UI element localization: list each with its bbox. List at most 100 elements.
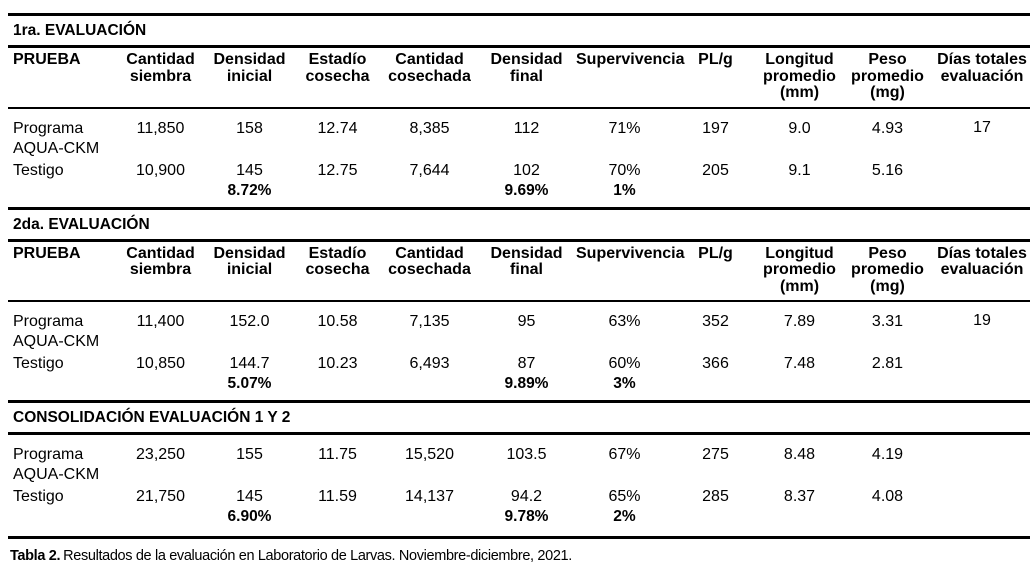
column-header-densidad-inicial: Densidad inicial xyxy=(206,46,293,109)
column-header-cantidad-cosechada: Cantidad cosechada xyxy=(382,240,477,302)
value-cell: 10.23 xyxy=(317,355,358,372)
value-cell: 5.16 xyxy=(871,161,904,179)
value-cell: 12.74 xyxy=(317,119,358,137)
section-title: 1ra. EVALUACIÓN xyxy=(8,13,1031,48)
results-table: 1ra. EVALUACIÓN PRUEBA Cantidad siembra D… xyxy=(8,13,1031,539)
column-header-cantidad-cosechada: Cantidad cosechada xyxy=(382,46,477,109)
row-label: Programa xyxy=(13,119,84,137)
row-label-line2: AQUA-CKM xyxy=(13,139,100,157)
column-header-densidad-final: Densidad final xyxy=(477,46,576,109)
diff-densidad-final: 9.69% xyxy=(477,179,576,210)
days-total-cell: 19 xyxy=(973,312,991,329)
column-header-dias-totales: Días totales evaluación xyxy=(934,46,1031,109)
value-cell: 10,900 xyxy=(136,161,185,179)
value-cell: 14,137 xyxy=(405,488,454,505)
section-title: 2da. EVALUACIÓN xyxy=(8,208,1031,242)
section-1: 1ra. EVALUACIÓN xyxy=(8,13,1031,48)
value-cell: 352 xyxy=(702,313,729,330)
column-header-densidad-final: Densidad final xyxy=(477,240,576,302)
row-label: Testigo xyxy=(13,488,64,505)
days-total-cell: 17 xyxy=(973,118,991,136)
column-header-cantidad-siembra: Cantidad siembra xyxy=(115,46,206,109)
value-cell: 11.59 xyxy=(318,488,357,505)
diff-supervivencia: 2% xyxy=(576,506,673,539)
value-cell: 8.48 xyxy=(783,446,816,463)
value-cell: 95 xyxy=(517,313,536,330)
value-cell: 103.5 xyxy=(506,446,547,463)
column-header-dias-totales: Días totales evaluación xyxy=(934,240,1031,302)
value-cell: 8.37 xyxy=(783,488,816,505)
diff-densidad-final: 9.78% xyxy=(477,506,576,539)
value-cell: 9.1 xyxy=(788,161,811,179)
table-row: AQUA-CKM xyxy=(8,138,1030,158)
difference-row: 5.07% 9.89% 3% xyxy=(8,373,1031,403)
column-header-cantidad-siembra: Cantidad siembra xyxy=(115,240,206,302)
table-caption: Tabla 2. Resultados de la evaluación en L… xyxy=(10,547,1034,565)
column-header-supervivencia: Supervivencia xyxy=(576,46,685,109)
section-3: CONSOLIDACIÓN EVALUACIÓN 1 Y 2 xyxy=(8,401,1031,435)
row-label: Programa xyxy=(13,313,84,330)
column-header-plg: PL/g xyxy=(673,46,758,109)
value-cell: 155 xyxy=(236,446,263,463)
value-cell: 2.81 xyxy=(871,355,904,372)
header-row: PRUEBA Cantidad siembra Densidad inicial E… xyxy=(8,240,1031,302)
value-cell: 71% xyxy=(608,119,641,137)
diff-supervivencia: 3% xyxy=(576,373,673,403)
value-cell: 144.7 xyxy=(229,355,270,372)
value-cell: 112 xyxy=(513,119,540,137)
section-title: CONSOLIDACIÓN EVALUACIÓN 1 Y 2 xyxy=(8,401,1031,435)
column-header-prueba: PRUEBA xyxy=(8,240,115,302)
column-header-supervivencia: Supervivencia xyxy=(576,240,685,302)
diff-densidad-final: 9.89% xyxy=(477,373,576,403)
table-row: AQUA-CKM xyxy=(8,464,1030,484)
value-cell: 145 xyxy=(236,161,263,179)
value-cell: 8,385 xyxy=(409,119,450,137)
value-cell: 7.89 xyxy=(783,313,816,330)
value-cell: 285 xyxy=(702,488,729,505)
value-cell: 102 xyxy=(513,161,540,179)
value-cell: 275 xyxy=(702,446,729,463)
value-cell: 60% xyxy=(608,355,641,372)
value-cell: 158 xyxy=(236,119,263,137)
table-row: Testigo 21,750 145 11.59 14,137 94.2 65%… xyxy=(8,484,1030,506)
table-row: Testigo 10,900 145 12.75 7,644 102 70% 2… xyxy=(8,158,1030,180)
value-cell: 6,493 xyxy=(409,355,450,372)
column-header-prueba: PRUEBA xyxy=(8,46,115,109)
value-cell: 10.58 xyxy=(317,313,358,330)
value-cell: 3.31 xyxy=(871,313,904,330)
value-cell: 7.48 xyxy=(783,355,816,372)
column-header-peso-promedio: Peso promedio (mg) xyxy=(841,240,934,302)
document-page: 1ra. EVALUACIÓN PRUEBA Cantidad siembra D… xyxy=(8,13,1034,565)
column-header-peso-promedio: Peso promedio (mg) xyxy=(841,46,934,109)
days-total-cell xyxy=(934,434,1030,507)
value-cell: 205 xyxy=(702,161,729,179)
value-cell: 7,644 xyxy=(409,161,450,179)
column-header-longitud-promedio: Longitud promedio (mm) xyxy=(758,240,841,302)
table-row: Programa 11,400 152.0 10.58 7,135 95 63%… xyxy=(8,301,1030,331)
value-cell: 87 xyxy=(517,355,536,372)
table-row: Programa 23,250 155 11.75 15,520 103.5 6… xyxy=(8,434,1030,465)
value-cell: 197 xyxy=(702,119,729,137)
row-label: Testigo xyxy=(13,161,64,179)
value-cell: 4.93 xyxy=(871,119,904,137)
diff-densidad-inicial: 5.07% xyxy=(206,373,293,403)
value-cell: 11,400 xyxy=(136,313,185,330)
table-row: Testigo 10,850 144.7 10.23 6,493 87 60% … xyxy=(8,351,1030,373)
caption-text: Resultados de la evaluación en Laborator… xyxy=(63,548,572,564)
table-row: AQUA-CKM xyxy=(8,331,1030,351)
row-label: Testigo xyxy=(13,355,64,372)
row-label-line2: AQUA-CKM xyxy=(13,333,100,350)
table-row: Programa 11,850 158 12.74 8,385 112 71% … xyxy=(8,108,1030,138)
column-header-plg: PL/g xyxy=(673,240,758,302)
value-cell: 4.08 xyxy=(871,488,904,505)
difference-row: 8.72% 9.69% 1% xyxy=(8,179,1031,210)
value-cell: 9.0 xyxy=(788,119,811,137)
header-row: PRUEBA Cantidad siembra Densidad inicial E… xyxy=(8,46,1031,109)
value-cell: 4.19 xyxy=(871,446,904,463)
column-header-estadio-cosecha: Estadío cosecha xyxy=(293,240,382,302)
value-cell: 21,750 xyxy=(136,488,185,505)
value-cell: 63% xyxy=(608,313,641,330)
section-2: 2da. EVALUACIÓN xyxy=(8,208,1031,242)
value-cell: 15,520 xyxy=(405,446,454,463)
diff-densidad-inicial: 6.90% xyxy=(206,506,293,539)
